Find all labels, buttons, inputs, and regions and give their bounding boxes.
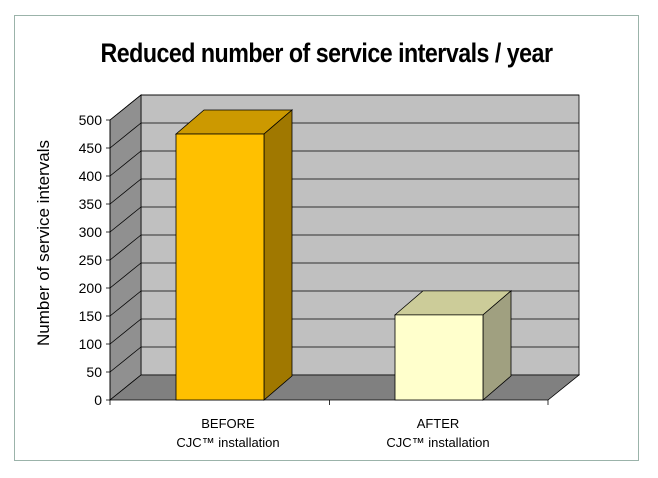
y-tick-label: 50 bbox=[86, 364, 102, 380]
y-tick-label: 0 bbox=[94, 392, 102, 408]
gridline-side-300 bbox=[109, 206, 142, 233]
y-tick-label: 250 bbox=[79, 252, 103, 268]
bar-before bbox=[175, 133, 265, 401]
y-tick-label: 500 bbox=[79, 112, 103, 128]
y-tick-label: 200 bbox=[79, 280, 103, 296]
category-sub: CJC™ installation bbox=[176, 435, 280, 450]
category-name: BEFORE bbox=[201, 416, 255, 431]
y-tick-label: 300 bbox=[79, 224, 103, 240]
y-tick-label: 150 bbox=[79, 308, 103, 324]
chart-title: Reduced number of service intervals / ye… bbox=[100, 38, 553, 68]
y-tick-label: 450 bbox=[79, 140, 103, 156]
y-tick-label: 400 bbox=[79, 168, 103, 184]
gridline-side-400 bbox=[109, 150, 142, 177]
y-axis-label: Number of service intervals bbox=[34, 140, 53, 346]
gridline-side-450 bbox=[109, 122, 142, 149]
gridline-side-350 bbox=[109, 178, 142, 205]
category-name: AFTER bbox=[416, 416, 460, 431]
gridline-side-200 bbox=[109, 262, 142, 289]
gridline-side-250 bbox=[109, 234, 142, 261]
y-tick-label: 100 bbox=[79, 336, 103, 352]
gridline-side-100 bbox=[109, 318, 142, 345]
category-label-after: AFTER CJC™ installation bbox=[368, 414, 508, 452]
gridline-side-50 bbox=[109, 346, 142, 373]
y-tick-label: 350 bbox=[79, 196, 103, 212]
gridline-side-500 bbox=[109, 94, 142, 121]
category-sub: CJC™ installation bbox=[386, 435, 490, 450]
category-label-before: BEFORE CJC™ installation bbox=[158, 414, 298, 452]
bar-after bbox=[394, 314, 484, 401]
bar-side-before bbox=[263, 109, 293, 401]
gridline-side-150 bbox=[109, 290, 142, 317]
